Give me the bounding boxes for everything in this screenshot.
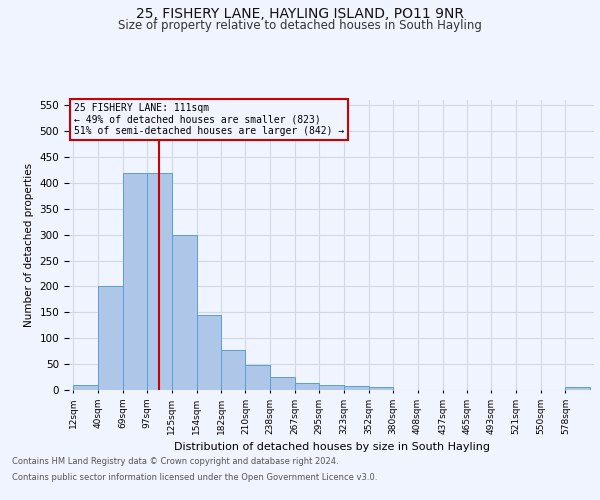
- Bar: [270, 377, 295, 390]
- Y-axis label: Number of detached properties: Number of detached properties: [24, 163, 34, 327]
- Bar: [98, 286, 123, 390]
- Bar: [147, 172, 172, 390]
- Bar: [565, 388, 590, 390]
- Bar: [245, 364, 270, 390]
- Bar: [73, 385, 98, 390]
- Text: Size of property relative to detached houses in South Hayling: Size of property relative to detached ho…: [118, 19, 482, 32]
- Bar: [344, 386, 369, 390]
- Bar: [197, 315, 221, 390]
- Text: 25 FISHERY LANE: 111sqm
← 49% of detached houses are smaller (823)
51% of semi-d: 25 FISHERY LANE: 111sqm ← 49% of detache…: [74, 103, 344, 136]
- Bar: [319, 385, 344, 390]
- Text: Contains HM Land Registry data © Crown copyright and database right 2024.: Contains HM Land Registry data © Crown c…: [12, 458, 338, 466]
- X-axis label: Distribution of detached houses by size in South Hayling: Distribution of detached houses by size …: [173, 442, 490, 452]
- Bar: [123, 172, 147, 390]
- Bar: [221, 350, 245, 390]
- Bar: [172, 234, 197, 390]
- Text: Contains public sector information licensed under the Open Government Licence v3: Contains public sector information licen…: [12, 472, 377, 482]
- Text: 25, FISHERY LANE, HAYLING ISLAND, PO11 9NR: 25, FISHERY LANE, HAYLING ISLAND, PO11 9…: [136, 8, 464, 22]
- Bar: [295, 384, 319, 390]
- Bar: [369, 388, 393, 390]
